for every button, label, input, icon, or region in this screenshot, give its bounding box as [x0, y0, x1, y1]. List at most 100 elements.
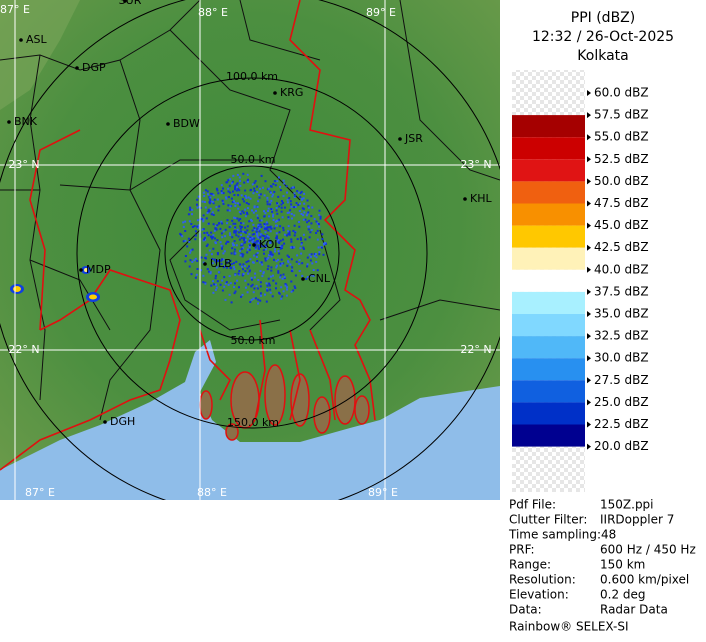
- echo: [269, 202, 272, 205]
- echo: [319, 215, 322, 218]
- echo: [258, 230, 261, 233]
- echo: [263, 223, 266, 225]
- echo: [302, 233, 305, 236]
- echo: [236, 182, 239, 185]
- echo: [246, 225, 249, 228]
- map-label: 89° E: [368, 486, 398, 499]
- echo: [220, 232, 223, 235]
- echo: [228, 275, 231, 278]
- echo: [239, 227, 242, 230]
- echo: [216, 239, 219, 242]
- echo: [213, 229, 216, 232]
- city-dot: [203, 262, 207, 266]
- echo: [249, 238, 252, 240]
- echo: [300, 190, 303, 193]
- echo: [266, 200, 269, 203]
- echo: [286, 198, 289, 201]
- echo: [257, 236, 260, 239]
- echo: [267, 210, 269, 212]
- echo: [230, 197, 233, 200]
- echo: [200, 256, 203, 259]
- echo: [301, 274, 304, 277]
- echo: [271, 253, 274, 256]
- echo: [236, 186, 239, 189]
- echo: [235, 230, 238, 233]
- legend-label: 55.0 dBZ: [594, 130, 649, 144]
- city-dot: [166, 122, 170, 126]
- echo: [258, 193, 261, 196]
- echo: [232, 222, 235, 225]
- info-label: Elevation:: [509, 588, 569, 602]
- echo: [304, 238, 307, 241]
- legend-band: [512, 314, 585, 337]
- echo: [194, 234, 197, 237]
- echo: [288, 232, 291, 235]
- info-value: IIRDoppler 7: [600, 513, 674, 527]
- map-label: BNK: [14, 115, 38, 128]
- echo: [238, 238, 241, 241]
- echo: [277, 218, 280, 221]
- echo: [233, 231, 236, 234]
- legend-band: [512, 424, 585, 447]
- echo: [305, 278, 308, 280]
- echo: [259, 236, 262, 238]
- echo: [206, 231, 209, 234]
- legend-band: [512, 358, 585, 381]
- echo: [267, 187, 270, 190]
- echo: [189, 208, 191, 211]
- echo: [296, 238, 299, 241]
- city-dot: [75, 66, 79, 70]
- echo: [300, 252, 303, 255]
- echo: [271, 210, 274, 213]
- echo: [218, 205, 221, 208]
- echo: [255, 230, 258, 233]
- echo: [217, 192, 220, 195]
- echo: [300, 213, 303, 215]
- map-label: 23° N: [460, 158, 491, 171]
- echo: [229, 178, 232, 181]
- echo: [323, 243, 326, 246]
- echo: [225, 197, 228, 200]
- echo: [265, 236, 268, 239]
- echo: [215, 261, 218, 264]
- echo: [262, 245, 265, 248]
- echo: [254, 247, 257, 250]
- echo: [246, 180, 249, 183]
- echo: [293, 234, 296, 237]
- echo: [253, 181, 256, 184]
- info-label: Data:: [509, 603, 542, 617]
- echo: [277, 258, 280, 261]
- echo: [263, 215, 266, 218]
- echo: [259, 241, 262, 244]
- echo: [259, 223, 262, 226]
- city-dot: [398, 137, 402, 141]
- echo: [247, 283, 250, 286]
- echo: [266, 258, 269, 261]
- echo: [309, 259, 312, 262]
- echo: [259, 187, 261, 190]
- echo: [275, 209, 278, 212]
- echo: [207, 222, 210, 225]
- echo: [216, 253, 219, 256]
- echo: [223, 250, 226, 253]
- echo: [286, 264, 289, 267]
- echo: [300, 198, 303, 201]
- echo: [289, 246, 292, 249]
- legend-label: 52.5 dBZ: [594, 152, 649, 166]
- echo: [242, 268, 244, 271]
- echo: [234, 226, 237, 229]
- echo: [318, 209, 321, 212]
- echo: [256, 206, 259, 208]
- echo: [286, 201, 289, 204]
- echo: [290, 280, 293, 283]
- echo: [273, 258, 275, 261]
- legend-label: 37.5 dBZ: [594, 284, 649, 298]
- echo: [234, 282, 236, 285]
- echo: [281, 277, 284, 280]
- echo: [235, 234, 238, 237]
- echo: [264, 237, 266, 240]
- echo: [317, 246, 320, 249]
- echo: [234, 202, 237, 205]
- echo: [257, 298, 260, 301]
- echo: [286, 254, 289, 257]
